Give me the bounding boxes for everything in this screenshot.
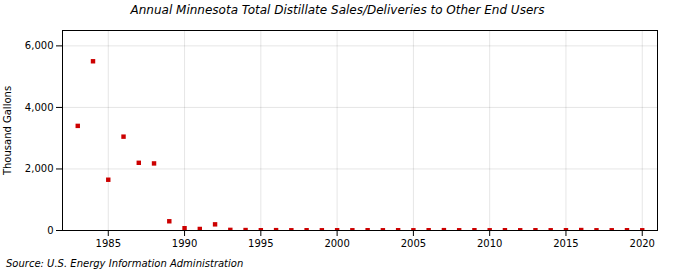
- html-text:Source: U.S. Energy Informatio: Source: U.S. Energy Information Administ…: [6, 258, 244, 269]
- html-text:Annual Minnesota Total Distill: Annual Minnesota Total Distillate Sales/…: [130, 3, 545, 17]
- svg-text:2020: 2020: [630, 238, 655, 249]
- svg-text:1990: 1990: [172, 238, 197, 249]
- svg-text:4,000: 4,000: [25, 102, 54, 113]
- svg-text:6,000: 6,000: [25, 40, 54, 51]
- svg-text:0: 0: [47, 225, 53, 236]
- svg-text:2010: 2010: [477, 238, 502, 249]
- svg-text:2015: 2015: [553, 238, 578, 249]
- svg-text:2005: 2005: [401, 238, 426, 249]
- svg-text:2,000: 2,000: [25, 163, 54, 174]
- svg-text:1995: 1995: [248, 238, 273, 249]
- svg-text:2000: 2000: [324, 238, 349, 249]
- svg-text:Thousand Gallons: Thousand Gallons: [2, 86, 13, 176]
- svg-text:1985: 1985: [96, 238, 121, 249]
